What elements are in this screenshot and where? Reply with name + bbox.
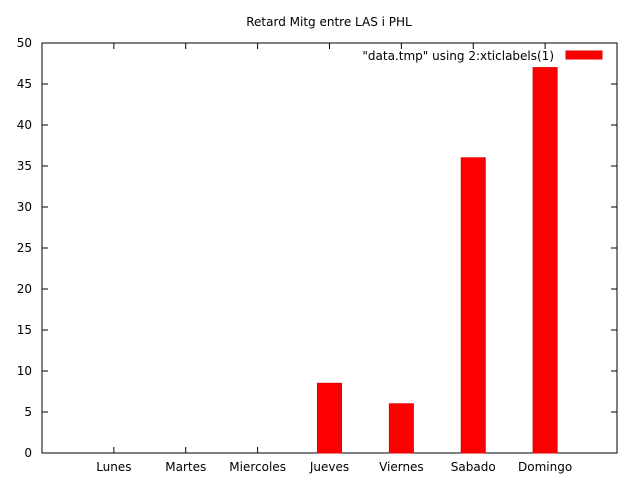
x-tick-label: Martes bbox=[165, 460, 206, 474]
y-axis: 0 5 10 15 20 25 30 35 40 45 50 bbox=[17, 36, 617, 460]
x-axis: Lunes Martes Miercoles Jueves Viernes Sabado D… bbox=[96, 43, 572, 474]
x-tick-label: Sabado bbox=[451, 460, 496, 474]
bar-series bbox=[317, 67, 558, 454]
bar bbox=[317, 382, 342, 454]
y-tick-label: 35 bbox=[17, 159, 32, 173]
legend-label: "data.tmp" using 2:xticlabels(1) bbox=[362, 49, 554, 63]
y-tick-label: 40 bbox=[17, 118, 32, 132]
x-tick-label: Domingo bbox=[518, 460, 572, 474]
x-tick-label: Lunes bbox=[96, 460, 131, 474]
y-tick-label: 50 bbox=[17, 36, 32, 50]
y-tick-label: 10 bbox=[17, 364, 32, 378]
bar bbox=[388, 403, 414, 454]
bar bbox=[532, 67, 558, 454]
y-tick-label: 20 bbox=[17, 282, 32, 296]
y-tick-label: 15 bbox=[17, 323, 32, 337]
y-tick-label: 45 bbox=[17, 77, 32, 91]
y-tick-label: 25 bbox=[17, 241, 32, 255]
x-tick-label: Viernes bbox=[379, 460, 424, 474]
y-tick-label: 30 bbox=[17, 200, 32, 214]
y-tick-label: 0 bbox=[24, 446, 32, 460]
x-tick-label: Miercoles bbox=[229, 460, 286, 474]
x-tick-label: Jueves bbox=[309, 460, 349, 474]
bar bbox=[460, 157, 486, 454]
legend: "data.tmp" using 2:xticlabels(1) bbox=[362, 49, 603, 63]
y-tick-label: 5 bbox=[24, 405, 32, 419]
chart-title: Retard Mitg entre LAS i PHL bbox=[246, 15, 412, 29]
legend-swatch bbox=[565, 50, 603, 60]
